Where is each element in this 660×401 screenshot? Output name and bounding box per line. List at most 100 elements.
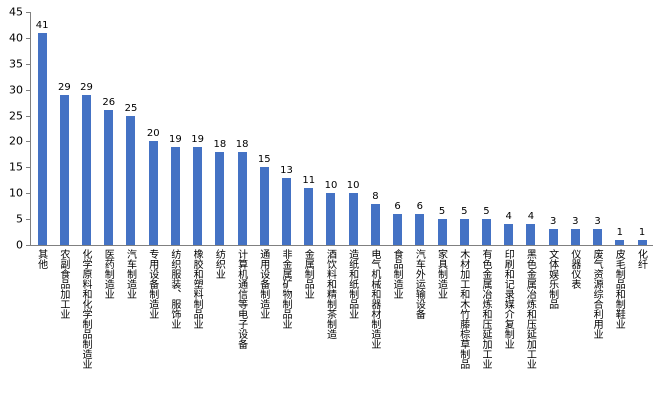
x-category-label: 计算机通信等电子设备 xyxy=(235,249,247,349)
bar-slot: 18 xyxy=(231,12,253,245)
bar xyxy=(348,193,358,245)
x-label-slot: 食品制造业 xyxy=(386,249,408,399)
x-label-slot: 通用设备制造业 xyxy=(252,249,274,399)
bar-value-label: 10 xyxy=(324,180,338,192)
bar-slot: 5 xyxy=(453,12,475,245)
bar-value-label: 18 xyxy=(235,138,249,150)
y-tick-mark xyxy=(26,63,30,65)
x-label-slot: 电气机械和器材制造业 xyxy=(363,249,385,399)
bar xyxy=(437,219,447,245)
bar-value-label: 4 xyxy=(527,211,535,223)
bar xyxy=(326,193,336,245)
bar-value-label: 1 xyxy=(616,226,623,238)
bar xyxy=(215,151,225,245)
x-label-slot: 纺织业 xyxy=(208,249,230,399)
bar-slot: 26 xyxy=(98,12,120,245)
x-label-slot: 汽车外运输设备 xyxy=(408,249,430,399)
x-category-label: 造纸和纸制品业 xyxy=(346,249,358,319)
bar-value-label: 3 xyxy=(572,216,579,228)
bar-slot: 29 xyxy=(53,12,75,245)
bar-slot: 3 xyxy=(586,12,608,245)
bar-value-label: 15 xyxy=(257,154,271,166)
y-tick-label: 40 xyxy=(9,31,23,45)
x-category-label: 汽车制造业 xyxy=(124,249,136,299)
bar-slot: 25 xyxy=(120,12,142,245)
bar-value-label: 5 xyxy=(483,206,490,218)
x-category-label: 仪器仪表 xyxy=(568,249,580,289)
x-label-slot: 家具制造业 xyxy=(430,249,452,399)
x-label-slot: 橡胶和塑料制品业 xyxy=(186,249,208,399)
y-tick-label: 25 xyxy=(9,109,23,123)
x-label-slot: 木材加工和木竹藤棕草制品 xyxy=(452,249,474,399)
bar xyxy=(370,203,380,245)
bar xyxy=(459,219,469,245)
bar xyxy=(570,229,580,245)
bar-value-label: 8 xyxy=(372,190,379,202)
y-tick-mark xyxy=(26,245,30,246)
bar-slot: 11 xyxy=(298,12,320,245)
x-label-slot: 废气资源综合利用业 xyxy=(585,249,607,399)
bar-value-label: 5 xyxy=(461,206,468,218)
bar-slot: 19 xyxy=(187,12,209,245)
bar xyxy=(393,213,403,245)
bar xyxy=(193,146,203,245)
bar xyxy=(415,213,425,245)
bar xyxy=(637,239,647,245)
x-label-slot: 化纤 xyxy=(630,249,652,399)
bar xyxy=(526,224,536,245)
bar-slot: 19 xyxy=(164,12,186,245)
bar-value-label: 41 xyxy=(35,19,49,31)
x-category-label: 农副食品加工业 xyxy=(57,249,69,319)
bar-value-label: 4 xyxy=(505,211,512,223)
bar-slot: 41 xyxy=(31,12,53,245)
x-category-label: 废气资源综合利用业 xyxy=(591,249,603,339)
bar-slot: 13 xyxy=(275,12,297,245)
bar-slot: 1 xyxy=(609,12,631,245)
x-label-slot: 汽车制造业 xyxy=(119,249,141,399)
bar-value-label: 25 xyxy=(124,102,138,114)
x-label-slot: 有色金属冶炼和压延加工业 xyxy=(474,249,496,399)
bar xyxy=(82,94,92,245)
bar-slot: 1 xyxy=(631,12,653,245)
y-axis: 0 5 10 15 20 25 30 35 40 45 xyxy=(0,0,30,260)
x-label-slot: 皮毛制品和制鞋业 xyxy=(608,249,630,399)
bar xyxy=(304,188,314,245)
bar xyxy=(59,94,69,245)
bar-value-label: 29 xyxy=(80,81,93,93)
y-tick-label: 10 xyxy=(9,186,23,200)
x-category-label: 非金属矿物制品业 xyxy=(280,249,292,329)
bar-value-label: 6 xyxy=(416,200,424,212)
x-category-label: 化学原料和化学制品制造业 xyxy=(80,249,92,369)
bar-slot: 20 xyxy=(142,12,164,245)
bar-slot: 6 xyxy=(387,12,409,245)
bar-slot: 15 xyxy=(253,12,275,245)
x-label-slot: 印刷和记录媒介复制业 xyxy=(497,249,519,399)
x-category-label: 橡胶和塑料制品业 xyxy=(191,249,203,329)
x-category-label: 纺织服装、服饰业 xyxy=(168,249,180,329)
y-tick-mark xyxy=(26,115,30,117)
bar-value-label: 5 xyxy=(438,206,446,218)
x-label-slot: 酒饮料和精制茶制造 xyxy=(319,249,341,399)
bar-value-label: 3 xyxy=(594,216,601,228)
x-label-slot: 农副食品加工业 xyxy=(52,249,74,399)
bar xyxy=(259,167,269,245)
x-category-label: 皮毛制品和制鞋业 xyxy=(613,249,625,329)
bar-value-label: 19 xyxy=(191,133,204,145)
x-category-label: 化纤 xyxy=(635,249,647,269)
x-category-label: 文体娱乐制品 xyxy=(546,249,558,309)
bar-slot: 4 xyxy=(520,12,542,245)
x-label-slot: 计算机通信等电子设备 xyxy=(230,249,252,399)
bar-value-label: 13 xyxy=(280,164,293,176)
bar-value-label: 20 xyxy=(146,128,160,140)
bar-slot: 10 xyxy=(342,12,364,245)
bar-value-label: 10 xyxy=(346,180,360,192)
x-category-label: 通用设备制造业 xyxy=(257,249,269,319)
y-tick-mark xyxy=(26,89,30,91)
bar-value-label: 19 xyxy=(169,133,182,145)
bar-value-label: 26 xyxy=(102,97,116,109)
x-category-label: 黑色金属冶炼和压延加工业 xyxy=(524,249,536,369)
bar-value-label: 3 xyxy=(549,216,557,228)
bar xyxy=(170,146,180,245)
bar xyxy=(548,229,558,245)
